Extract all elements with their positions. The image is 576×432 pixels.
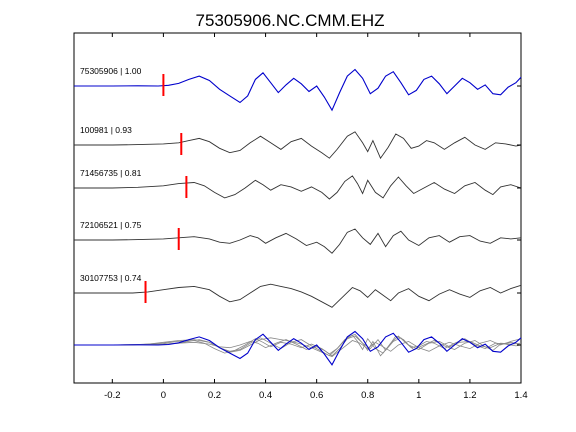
trace-group: 30107753 | 0.74 bbox=[74, 273, 522, 308]
overlay-line bbox=[74, 334, 522, 355]
trace-line bbox=[74, 131, 522, 160]
trace-line bbox=[74, 283, 522, 308]
trace-group: 100981 | 0.93 bbox=[74, 125, 522, 160]
x-axis: -0.2 0 0.2 0.4 0.6 0.8 1 1.2 1.4 bbox=[104, 33, 528, 401]
x-tick-label: 0.4 bbox=[259, 390, 272, 401]
trace-label: 30107753 | 0.74 bbox=[80, 273, 142, 283]
overlay-line bbox=[74, 330, 522, 366]
overlay-stack bbox=[74, 330, 522, 366]
trace-label: 100981 | 0.93 bbox=[80, 125, 132, 135]
trace-label: 75305906 | 1.00 bbox=[80, 66, 142, 76]
x-tick-label: 0.2 bbox=[208, 390, 221, 401]
x-tick-label: 1.4 bbox=[514, 390, 527, 401]
trace-label: 72106521 | 0.75 bbox=[80, 220, 142, 230]
x-tick-label: 1.2 bbox=[463, 390, 476, 401]
trace-line bbox=[74, 228, 522, 254]
x-tick-label: 0 bbox=[161, 390, 166, 401]
trace-group: 72106521 | 0.75 bbox=[74, 220, 522, 254]
trace-line bbox=[74, 68, 522, 112]
trace-group: 71456735 | 0.81 bbox=[74, 168, 522, 200]
trace-group: 75305906 | 1.00 bbox=[74, 66, 522, 112]
plot-frame bbox=[73, 32, 522, 384]
chart-title: 75305906.NC.CMM.EHZ bbox=[196, 11, 385, 30]
x-tick-label: -0.2 bbox=[104, 390, 120, 401]
trace-stack: 75305906 | 1.00 100981 | 0.93 71456735 | 0… bbox=[74, 66, 522, 308]
trace-label: 71456735 | 0.81 bbox=[80, 168, 142, 178]
x-tick-label: 1 bbox=[416, 390, 421, 401]
trace-line bbox=[74, 175, 522, 200]
overlay-line bbox=[74, 337, 522, 358]
x-tick-label: 0.8 bbox=[361, 390, 374, 401]
x-tick-label: 0.6 bbox=[310, 390, 323, 401]
